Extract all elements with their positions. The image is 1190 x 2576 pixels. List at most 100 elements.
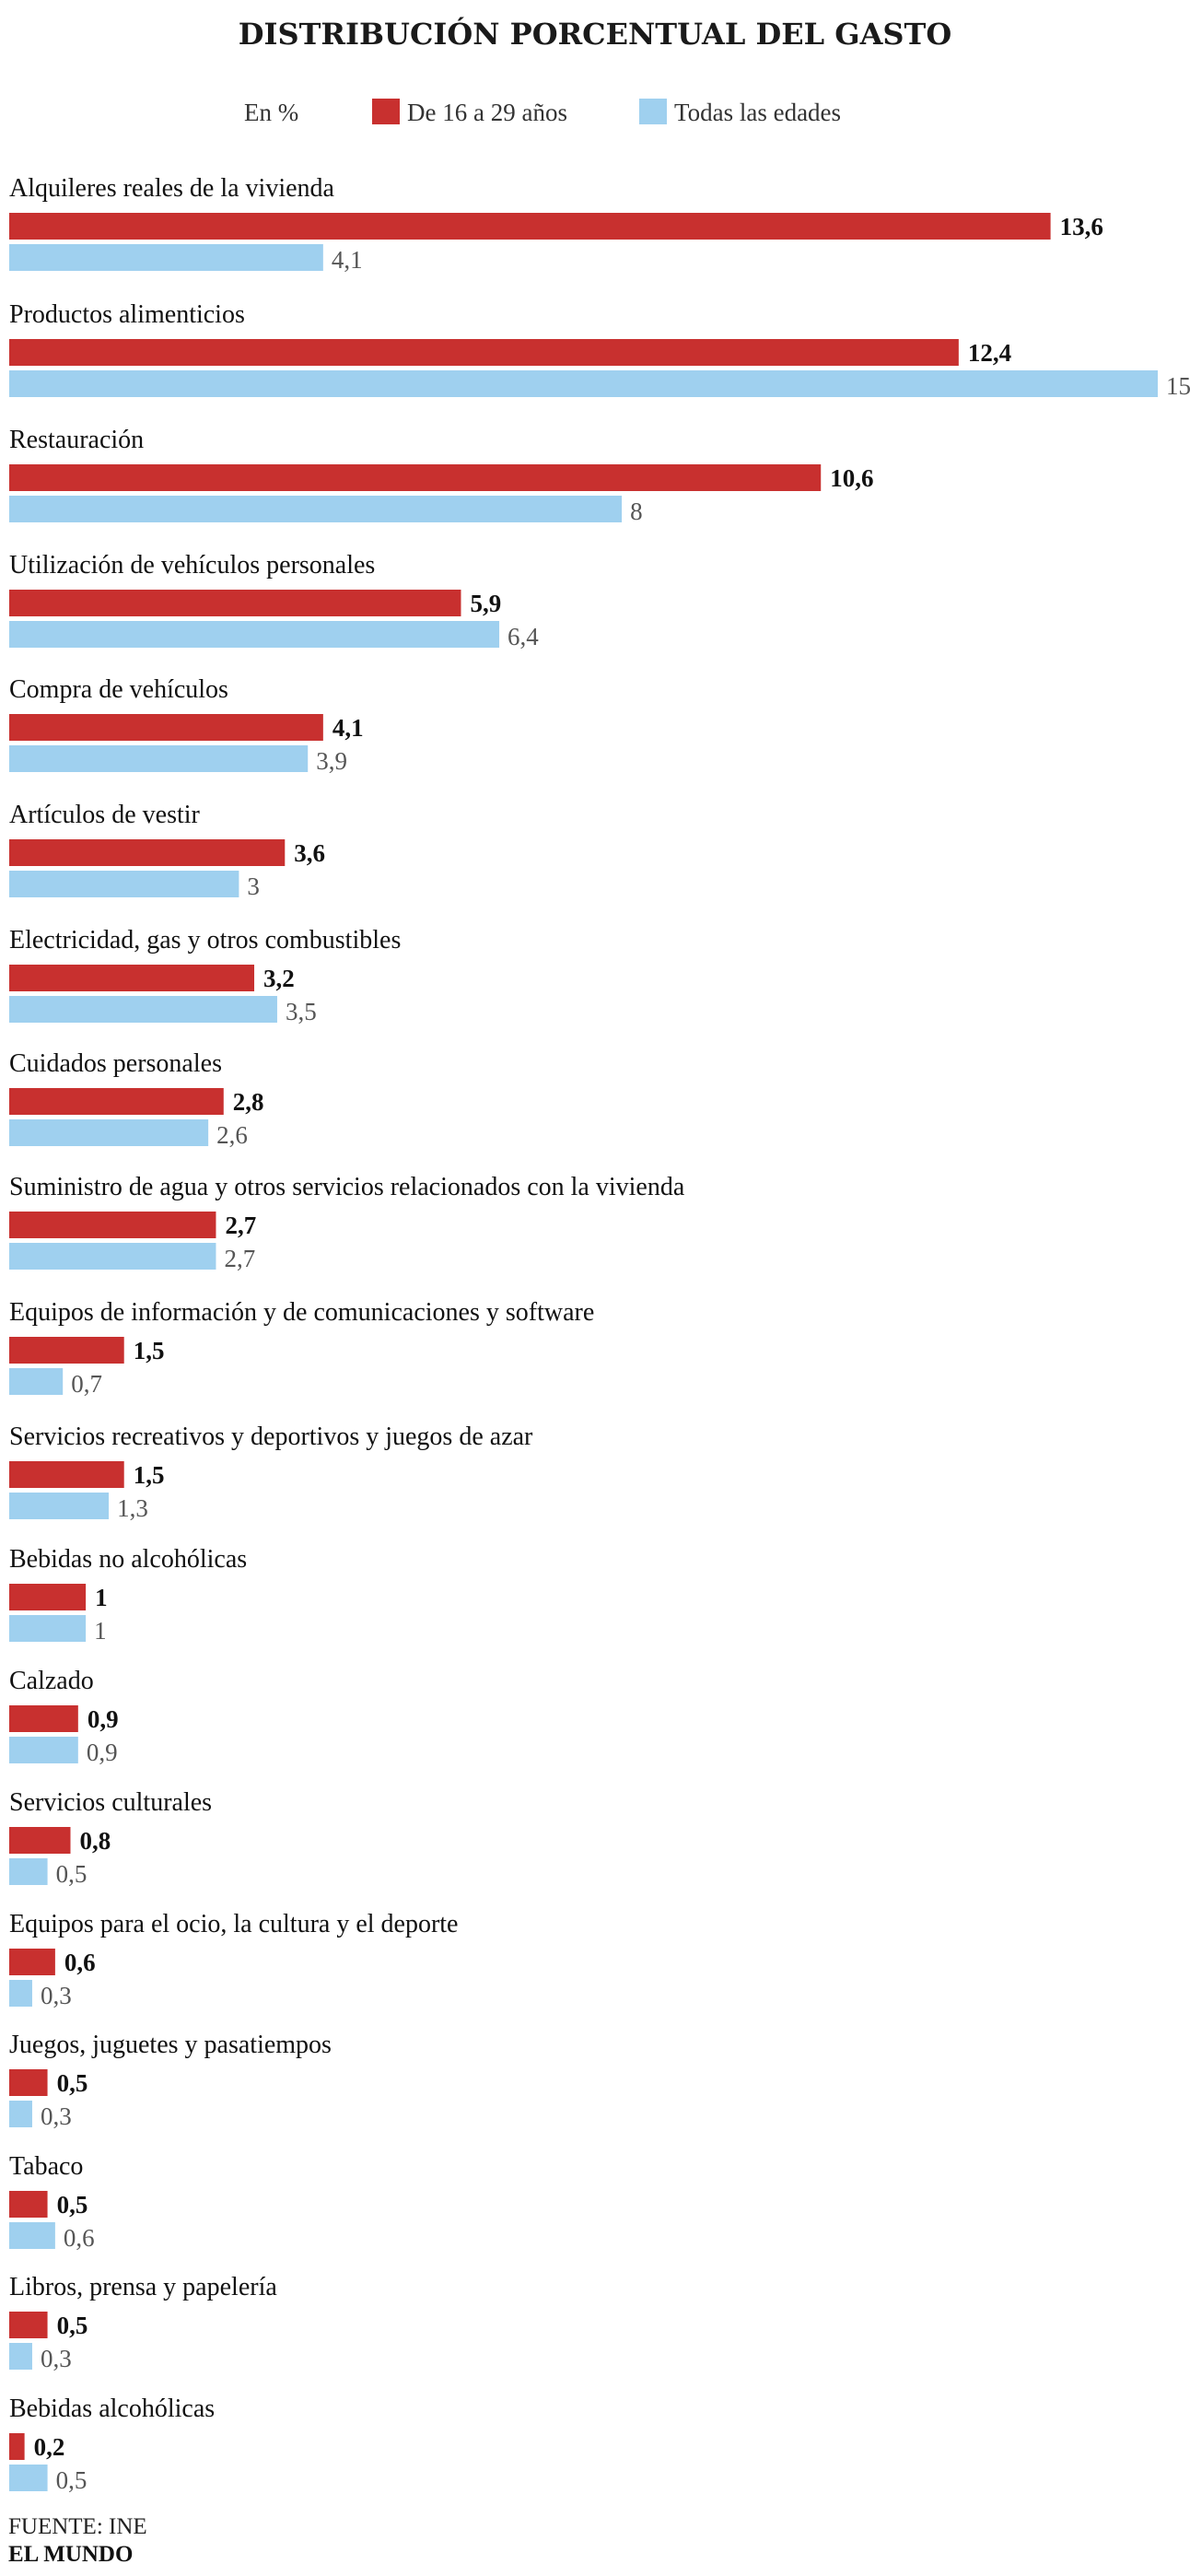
category-label: Suministro de agua y otros servicios rel… [9,1173,685,1201]
value-label-young: 1 [95,1584,108,1611]
bar-young [9,1337,124,1364]
publisher-brand: EL MUNDO [8,2542,133,2567]
value-label-all-ages: 15 [1166,372,1190,400]
legend-label-all-ages: Todas las edades [674,99,841,126]
bar-young [9,1212,216,1238]
bar-young [9,839,286,866]
value-label-all-ages: 0,6 [64,2224,95,2252]
value-label-all-ages: 3,5 [286,998,317,1025]
value-label-young: 2,8 [233,1088,264,1116]
value-label-young: 0,5 [57,2312,88,2339]
category-row: Utilización de vehículos personales 5,9 6,… [9,551,539,650]
bar-all-ages [9,496,623,522]
value-label-young: 5,9 [470,590,501,617]
value-label-all-ages: 2,7 [224,1245,255,1272]
category-label: Equipos de información y de comunicacion… [9,1298,594,1327]
value-label-all-ages: 4,1 [332,246,363,274]
value-label-young: 1,5 [134,1461,165,1489]
value-label-all-ages: 0,3 [41,2102,72,2130]
chart-rows: Alquileres reales de la vivienda13,64,1P… [9,174,1190,2494]
bar-young [9,2069,48,2096]
category-row: Libros, prensa y papelería 0,5 0,3 [9,2273,277,2372]
value-label-young: 0,2 [34,2433,65,2461]
category-row: Artículos de vestir 3,6 3 [9,801,325,900]
value-label-all-ages: 1 [94,1617,107,1645]
bar-all-ages [9,2222,55,2249]
bar-all-ages [9,370,1158,397]
bar-young [9,464,822,491]
value-label-young: 0,9 [88,1705,119,1733]
value-label-all-ages: 0,3 [41,1982,72,2009]
category-label: Juegos, juguetes y pasatiempos [9,2031,332,2059]
category-label: Libros, prensa y papelería [9,2273,277,2301]
value-label-all-ages: 0,5 [56,2466,88,2494]
bar-all-ages [9,2101,32,2127]
bar-all-ages [9,1368,64,1395]
category-row: Tabaco 0,5 0,6 [9,2152,95,2252]
legend-swatch-all-ages [639,99,667,124]
category-label: Bebidas no alcohólicas [9,1545,247,1574]
legend-swatch-young [372,99,400,124]
legend: En % De 16 a 29 años Todas las edades [244,99,841,126]
category-row: Alquileres reales de la vivienda 13,6 4,1 [9,174,1103,274]
category-label: Servicios recreativos y deportivos y jue… [9,1423,533,1451]
category-label: Restauración [9,426,144,454]
value-label-all-ages: 1,3 [117,1494,148,1522]
value-label-all-ages: 6,4 [508,623,539,650]
category-row: Bebidas alcohólicas 0,2 0,5 [9,2395,215,2494]
category-row: Restauración 10,6 8 [9,426,873,525]
value-label-all-ages: 3 [247,872,260,900]
bar-all-ages [9,621,500,648]
bar-young [9,1949,55,1975]
value-label-young: 3,2 [263,965,295,992]
value-label-all-ages: 0,5 [56,1860,88,1888]
bar-all-ages [9,871,239,897]
category-row: Electricidad, gas y otros combustibles 3,… [9,926,401,1025]
bar-all-ages [9,1493,110,1519]
bar-all-ages [9,1980,32,2007]
category-row: Calzado 0,9 0,9 [9,1667,119,1766]
value-label-young: 10,6 [830,464,873,492]
value-label-young: 0,5 [57,2191,88,2219]
bar-all-ages [9,745,309,772]
category-label: Productos alimenticios [9,300,245,329]
value-label-young: 12,4 [968,339,1011,367]
bar-all-ages [9,1243,216,1270]
category-row: Equipos de información y de comunicacion… [9,1298,594,1398]
bar-all-ages [9,996,277,1023]
value-label-all-ages: 0,7 [71,1370,102,1398]
bar-young [9,2191,48,2218]
category-row: Compra de vehículos 4,1 3,9 [9,675,364,775]
bar-all-ages [9,2465,48,2491]
value-label-young: 13,6 [1060,213,1103,240]
bar-all-ages [9,1119,209,1146]
bar-young [9,1827,71,1854]
bar-young [9,714,323,741]
source-note: FUENTE: INE [8,2514,147,2539]
bar-young [9,1461,124,1488]
category-row: Juegos, juguetes y pasatiempos 0,5 0,3 [9,2031,332,2130]
bar-young [9,965,255,991]
bar-young [9,1584,87,1610]
category-row: Equipos para el ocio, la cultura y el de… [9,1910,458,2009]
value-label-young: 1,5 [134,1337,165,1364]
bar-young [9,213,1051,240]
category-label: Utilización de vehículos personales [9,551,375,580]
category-label: Calzado [9,1667,94,1695]
category-label: Electricidad, gas y otros combustibles [9,926,401,954]
value-label-young: 2,7 [225,1212,256,1239]
bar-all-ages [9,1615,87,1642]
legend-label-young: De 16 a 29 años [407,99,567,126]
value-label-young: 0,8 [80,1827,111,1855]
category-row: Suministro de agua y otros servicios rel… [9,1173,685,1272]
category-label: Servicios culturales [9,1788,212,1817]
value-label-young: 0,5 [57,2069,88,2097]
category-row: Servicios recreativos y deportivos y jue… [9,1423,533,1522]
value-label-all-ages: 2,6 [216,1121,248,1149]
bar-all-ages [9,244,323,271]
category-label: Artículos de vestir [9,801,201,829]
category-label: Tabaco [9,2152,83,2181]
value-label-all-ages: 0,9 [87,1739,118,1766]
bar-young [9,2433,25,2460]
category-row: Bebidas no alcohólicas 1 1 [9,1545,247,1645]
